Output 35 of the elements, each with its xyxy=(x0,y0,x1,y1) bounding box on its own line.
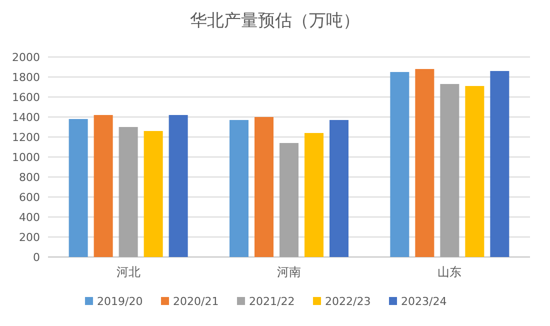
y-tick-label: 1600 xyxy=(12,91,40,104)
y-tick-label: 1200 xyxy=(12,131,40,144)
legend-label: 2022/23 xyxy=(325,295,371,308)
bar xyxy=(144,131,163,257)
y-tick-label: 400 xyxy=(19,211,40,224)
y-tick-label: 1000 xyxy=(12,151,40,164)
y-tick-label: 800 xyxy=(19,171,40,184)
y-tick-label: 600 xyxy=(19,191,40,204)
bar xyxy=(94,115,113,257)
legend-label: 2023/24 xyxy=(401,295,447,308)
chart-title: 华北产量预估（万吨） xyxy=(190,11,360,31)
y-tick-label: 1400 xyxy=(12,111,40,124)
y-tick-label: 2000 xyxy=(12,51,40,64)
y-tick-label: 1800 xyxy=(12,71,40,84)
bar xyxy=(168,115,188,257)
bar xyxy=(390,72,410,257)
legend-label: 2020/21 xyxy=(173,295,219,308)
x-tick-label: 河南 xyxy=(277,265,301,279)
bar xyxy=(304,133,324,257)
bar xyxy=(330,120,348,257)
bar xyxy=(254,117,274,257)
bar xyxy=(68,119,88,257)
x-tick-label: 山东 xyxy=(438,265,462,279)
bar xyxy=(440,84,460,257)
legend-label: 2019/20 xyxy=(97,295,143,308)
bar xyxy=(230,120,248,257)
bar xyxy=(415,69,434,257)
bar xyxy=(490,71,510,257)
bar xyxy=(465,86,484,257)
bar xyxy=(280,143,298,257)
y-tick-label: 0 xyxy=(33,251,40,264)
x-tick-label: 河北 xyxy=(116,265,140,279)
legend-label: 2021/22 xyxy=(249,295,295,308)
y-tick-label: 200 xyxy=(19,231,40,244)
bar xyxy=(118,127,138,257)
